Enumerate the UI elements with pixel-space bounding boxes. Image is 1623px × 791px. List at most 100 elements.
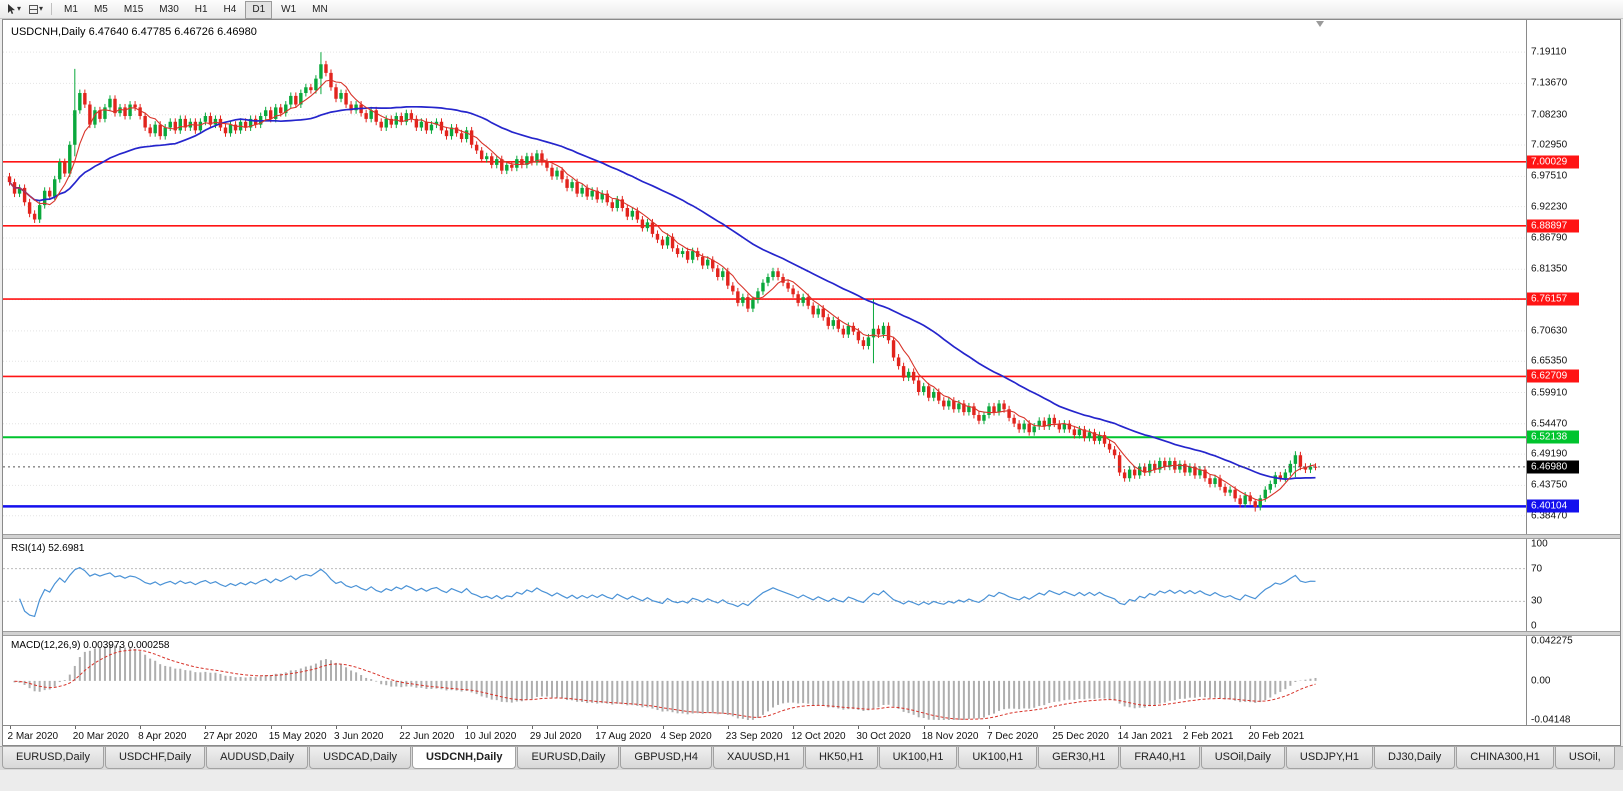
- macd-signal-line: [14, 649, 1316, 720]
- candle: [756, 287, 760, 304]
- price-axis[interactable]: 7.19110 7.13670 7.08230 7.02950 6.97510 6.922…: [1526, 20, 1620, 534]
- candle: [1288, 460, 1293, 476]
- chart-tab-usdjpy-h1[interactable]: USDJPY,H1: [1285, 747, 1374, 769]
- timeframe-button-h4[interactable]: H4: [217, 1, 244, 19]
- chart-tab-eurusd-daily[interactable]: EURUSD,Daily: [2, 747, 104, 769]
- rsi-plot[interactable]: [3, 539, 1526, 631]
- candle: [816, 305, 820, 318]
- candle: [605, 190, 609, 206]
- candle: [625, 204, 630, 221]
- chart-tab-usdcnh-daily[interactable]: USDCNH,Daily: [412, 747, 517, 769]
- candle: [916, 377, 921, 396]
- hline-price-badge[interactable]: 6.40104: [1527, 499, 1579, 513]
- macd-plot[interactable]: [3, 636, 1526, 725]
- chart-tab-eurusd-daily[interactable]: EURUSD,Daily: [517, 747, 620, 769]
- candle: [284, 101, 288, 117]
- timeframe-button-d1[interactable]: D1: [245, 1, 273, 19]
- hline-price-badge[interactable]: 6.62709: [1527, 369, 1579, 383]
- candle: [414, 115, 419, 131]
- candle: [93, 106, 97, 129]
- candle: [680, 247, 685, 258]
- candle: [1137, 463, 1142, 479]
- candle: [419, 118, 424, 131]
- candle: [178, 115, 183, 134]
- date-label: 15 May 2020: [268, 731, 327, 742]
- time-tick: [662, 726, 664, 729]
- candle: [479, 147, 484, 163]
- candle: [58, 158, 62, 183]
- chart-tab-usoil[interactable]: USOil,: [1554, 747, 1615, 769]
- candle: [851, 322, 856, 336]
- ma-slow-line: [8, 105, 1316, 480]
- cursor-tool-button[interactable]: ▾: [3, 1, 25, 17]
- chart-tab-xauusd-h1[interactable]: XAUUSD,H1: [712, 747, 804, 769]
- time-tick: [9, 726, 11, 729]
- candle: [675, 244, 680, 258]
- candle: [113, 95, 117, 117]
- chart-tab-usdcad-daily[interactable]: USDCAD,Daily: [309, 747, 412, 769]
- timeframe-button-w1[interactable]: W1: [274, 1, 303, 19]
- candle: [705, 256, 710, 269]
- timeframe-button-m30[interactable]: M30: [152, 1, 185, 19]
- chart-tab-uk100-h1[interactable]: UK100,H1: [878, 747, 958, 769]
- chart-tab-dj30-daily[interactable]: DJ30,Daily: [1374, 747, 1456, 769]
- date-label: 20 Feb 2021: [1248, 731, 1305, 742]
- chart-tab-ger30-h1[interactable]: GER30,H1: [1038, 747, 1120, 769]
- date-label: 29 Jul 2020: [529, 731, 582, 742]
- chart-tab-china300-h1[interactable]: CHINA300,H1: [1456, 747, 1554, 769]
- time-tick: [597, 726, 599, 729]
- rsi-axis-label: 100: [1531, 538, 1548, 550]
- time-axis[interactable]: 2 Mar 2020 20 Mar 2020 8 Apr 2020 27 Apr 20…: [3, 725, 1620, 745]
- candle: [1253, 500, 1257, 512]
- candlestick-chart[interactable]: [3, 20, 1526, 534]
- pane-separator[interactable]: [3, 534, 1620, 539]
- date-label: 25 Dec 2020: [1052, 731, 1109, 742]
- candle: [1117, 451, 1122, 476]
- candle: [63, 158, 67, 177]
- timeframe-button-h1[interactable]: H1: [188, 1, 215, 19]
- timeframe-button-m15[interactable]: M15: [117, 1, 150, 19]
- chart-tab-gbpusd-h4[interactable]: GBPUSD,H4: [620, 747, 712, 769]
- candle: [1017, 420, 1021, 433]
- chart-tab-uk100-h1[interactable]: UK100,H1: [958, 747, 1038, 769]
- candle: [1002, 400, 1006, 413]
- hline-price-badge[interactable]: 6.52138: [1527, 430, 1579, 444]
- pane-separator[interactable]: [3, 631, 1620, 636]
- timeframe-button-mn[interactable]: MN: [305, 1, 335, 19]
- candle: [555, 167, 559, 180]
- toolbar-overflow-button[interactable]: ▾: [25, 1, 47, 17]
- candle: [464, 126, 469, 143]
- candle: [47, 187, 52, 200]
- candle: [665, 233, 670, 249]
- hline-price-badge[interactable]: 6.76157: [1527, 292, 1579, 306]
- candle: [1052, 414, 1057, 428]
- hline-price-badge[interactable]: 6.88897: [1527, 219, 1579, 233]
- chart-tab-usdchf-daily[interactable]: USDCHF,Daily: [104, 747, 206, 769]
- candle: [364, 109, 368, 123]
- candle: [1248, 492, 1252, 505]
- timeframe-button-m1[interactable]: M1: [57, 1, 85, 19]
- chart-tab-fra40-h1[interactable]: FRA40,H1: [1120, 747, 1200, 769]
- chart-window: 7.19110 7.13670 7.08230 7.02950 6.97510 6.922…: [2, 19, 1621, 746]
- candle: [1062, 420, 1067, 433]
- date-label: 12 Oct 2020: [791, 731, 846, 742]
- price-axis-label: 6.65350: [1531, 355, 1568, 367]
- candle: [1238, 494, 1242, 508]
- chart-tab-usoil-daily[interactable]: USOil,Daily: [1200, 747, 1285, 769]
- hline-price-badge[interactable]: 7.00029: [1527, 155, 1579, 169]
- chart-tab-hk50-h1[interactable]: HK50,H1: [804, 747, 878, 769]
- price-pane: 7.19110 7.13670 7.08230 7.02950 6.97510 6.922…: [3, 20, 1620, 534]
- candle: [831, 316, 835, 330]
- candle: [982, 411, 986, 425]
- candle: [309, 83, 313, 94]
- candle: [133, 101, 137, 111]
- candle: [861, 336, 866, 350]
- date-label: 14 Jan 2021: [1117, 731, 1173, 742]
- chart-tab-audusd-daily[interactable]: AUDUSD,Daily: [206, 747, 309, 769]
- candle: [1313, 463, 1318, 471]
- candle: [891, 336, 896, 361]
- candle: [1258, 494, 1262, 511]
- timeframe-button-m5[interactable]: M5: [87, 1, 115, 19]
- time-tick: [1250, 726, 1252, 729]
